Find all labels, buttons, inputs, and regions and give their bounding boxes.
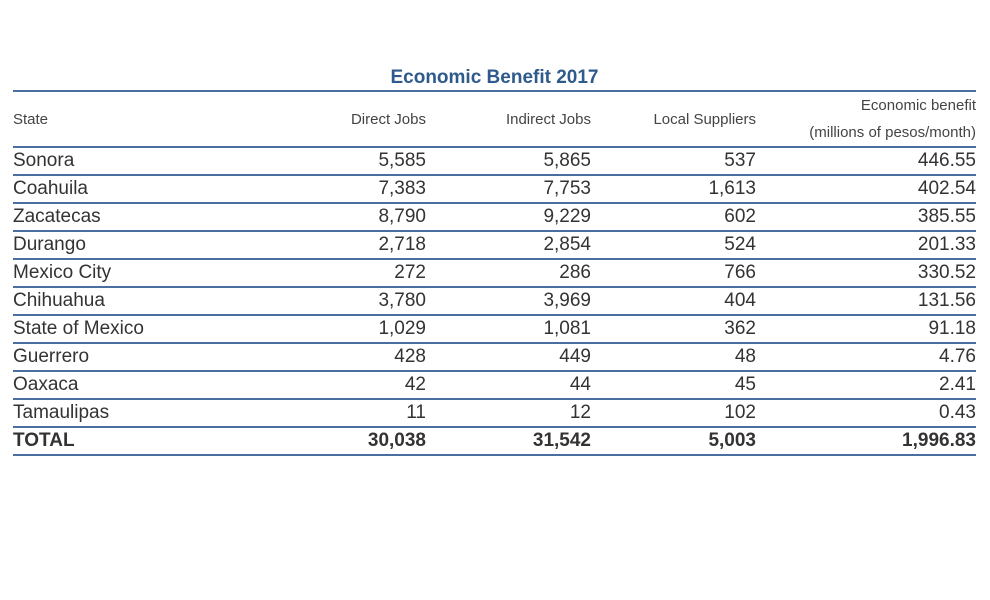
table-row: Oaxaca 42 44 45 2.41 — [13, 371, 976, 400]
table-row: Guerrero 428 449 48 4.76 — [13, 343, 976, 372]
cell-direct-jobs: 1,029 — [313, 315, 426, 344]
cell-state: State of Mexico — [13, 315, 313, 344]
cell-economic-benefit: 330.52 — [756, 259, 976, 288]
economic-benefit-table-container: Economic Benefit 2017 State Direct Jobs … — [13, 66, 976, 456]
cell-economic-benefit: 91.18 — [756, 315, 976, 344]
cell-indirect-jobs: 449 — [426, 343, 591, 372]
cell-economic-benefit: 201.33 — [756, 231, 976, 260]
cell-indirect-jobs: 5,865 — [426, 147, 591, 176]
cell-economic-benefit: 4.76 — [756, 343, 976, 372]
cell-state: Oaxaca — [13, 371, 313, 400]
cell-direct-jobs: 428 — [313, 343, 426, 372]
cell-state: Chihuahua — [13, 287, 313, 316]
header-indirect-jobs: Indirect Jobs — [426, 91, 591, 148]
header-economic-benefit-line1: Economic benefit — [860, 97, 976, 114]
cell-indirect-jobs: 7,753 — [426, 175, 591, 204]
cell-state: Durango — [13, 231, 313, 260]
cell-indirect-jobs: 9,229 — [426, 203, 591, 232]
table-row: Sonora 5,585 5,865 537 446.55 — [13, 147, 976, 176]
cell-local-suppliers: 362 — [591, 315, 756, 344]
table-body: Sonora 5,585 5,865 537 446.55 Coahuila 7… — [13, 147, 976, 456]
table-title: Economic Benefit 2017 — [390, 67, 599, 88]
table-row: Chihuahua 3,780 3,969 404 131.56 — [13, 287, 976, 316]
total-label: TOTAL — [13, 427, 313, 456]
cell-direct-jobs: 8,790 — [313, 203, 426, 232]
total-row: TOTAL 30,038 31,542 5,003 1,996.83 — [13, 427, 976, 456]
header-local-suppliers: Local Suppliers — [591, 91, 756, 148]
cell-economic-benefit: 446.55 — [756, 147, 976, 176]
total-indirect-jobs: 31,542 — [426, 427, 591, 456]
cell-local-suppliers: 1,613 — [591, 175, 756, 204]
cell-local-suppliers: 524 — [591, 231, 756, 260]
cell-local-suppliers: 404 — [591, 287, 756, 316]
cell-economic-benefit: 0.43 — [756, 399, 976, 428]
cell-state: Sonora — [13, 147, 313, 176]
cell-local-suppliers: 102 — [591, 399, 756, 428]
economic-benefit-table: State Direct Jobs Indirect Jobs Local Su… — [13, 90, 976, 456]
cell-direct-jobs: 3,780 — [313, 287, 426, 316]
cell-economic-benefit: 131.56 — [756, 287, 976, 316]
header-state: State — [13, 91, 313, 148]
cell-indirect-jobs: 286 — [426, 259, 591, 288]
cell-economic-benefit: 2.41 — [756, 371, 976, 400]
table-row: Coahuila 7,383 7,753 1,613 402.54 — [13, 175, 976, 204]
cell-state: Zacatecas — [13, 203, 313, 232]
cell-direct-jobs: 42 — [313, 371, 426, 400]
total-economic-benefit: 1,996.83 — [756, 427, 976, 456]
cell-state: Guerrero — [13, 343, 313, 372]
total-direct-jobs: 30,038 — [313, 427, 426, 456]
table-row: Zacatecas 8,790 9,229 602 385.55 — [13, 203, 976, 232]
cell-indirect-jobs: 12 — [426, 399, 591, 428]
cell-indirect-jobs: 2,854 — [426, 231, 591, 260]
header-direct-jobs: Direct Jobs — [313, 91, 426, 148]
cell-economic-benefit: 402.54 — [756, 175, 976, 204]
cell-indirect-jobs: 1,081 — [426, 315, 591, 344]
cell-state: Tamaulipas — [13, 399, 313, 428]
header-economic-benefit-line2: (millions of pesos/month) — [809, 124, 976, 141]
header-row: State Direct Jobs Indirect Jobs Local Su… — [13, 91, 976, 148]
cell-local-suppliers: 602 — [591, 203, 756, 232]
total-local-suppliers: 5,003 — [591, 427, 756, 456]
cell-local-suppliers: 48 — [591, 343, 756, 372]
cell-direct-jobs: 272 — [313, 259, 426, 288]
table-row: State of Mexico 1,029 1,081 362 91.18 — [13, 315, 976, 344]
cell-direct-jobs: 7,383 — [313, 175, 426, 204]
cell-direct-jobs: 11 — [313, 399, 426, 428]
table-row: Mexico City 272 286 766 330.52 — [13, 259, 976, 288]
table-row: Tamaulipas 11 12 102 0.43 — [13, 399, 976, 428]
cell-local-suppliers: 766 — [591, 259, 756, 288]
cell-state: Mexico City — [13, 259, 313, 288]
cell-state: Coahuila — [13, 175, 313, 204]
table-row: Durango 2,718 2,854 524 201.33 — [13, 231, 976, 260]
cell-indirect-jobs: 44 — [426, 371, 591, 400]
cell-economic-benefit: 385.55 — [756, 203, 976, 232]
cell-direct-jobs: 2,718 — [313, 231, 426, 260]
header-economic-benefit: Economic benefit (millions of pesos/mont… — [756, 91, 976, 148]
cell-indirect-jobs: 3,969 — [426, 287, 591, 316]
cell-local-suppliers: 45 — [591, 371, 756, 400]
table-header: State Direct Jobs Indirect Jobs Local Su… — [13, 91, 976, 148]
cell-direct-jobs: 5,585 — [313, 147, 426, 176]
cell-local-suppliers: 537 — [591, 147, 756, 176]
